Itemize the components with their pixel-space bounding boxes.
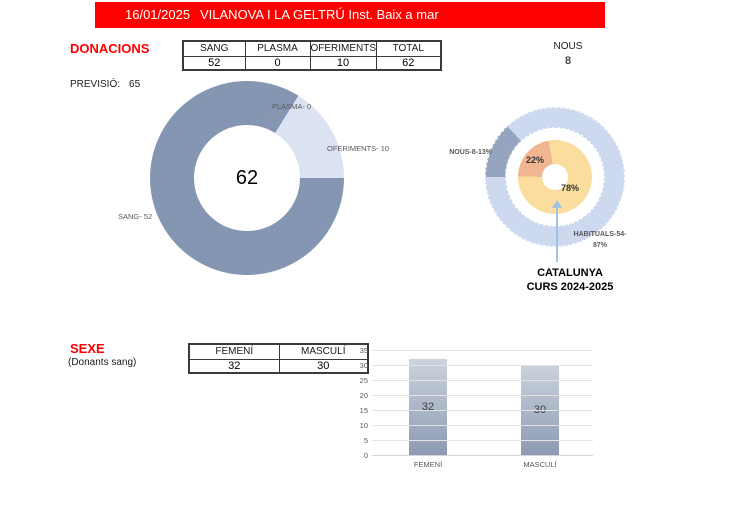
ytick-5: 5 <box>363 436 368 445</box>
catalunya-caption-line1: CATALUNYA <box>537 267 603 279</box>
sexe-bar-chart: 32 30 FEMENÍ MASCULÍ <box>372 350 593 469</box>
outer-nous-label: NOUS-8-13% <box>449 149 492 156</box>
bar-category-masculi: MASCULÍ <box>523 460 557 469</box>
ytick-15: 15 <box>359 406 368 415</box>
bar-femeni: 32 <box>409 359 447 455</box>
gridline-20 <box>372 395 593 396</box>
ytick-0: 0 <box>363 451 368 460</box>
ytick-10: 10 <box>359 421 368 430</box>
gridline-15 <box>372 410 593 411</box>
catalunya-caption-line2: CURS 2024-2025 <box>526 281 614 293</box>
donut-center-total: 62 <box>235 166 259 189</box>
donacions-value-total: 62 <box>375 55 442 71</box>
donacions-value-plasma: 0 <box>244 55 311 71</box>
inner-nous-percent: 22% <box>526 155 545 165</box>
gridline-30 <box>372 365 593 366</box>
bar-femeni-value: 32 <box>421 401 435 413</box>
donut-label-sang: SANG- 52 <box>118 212 153 221</box>
donacions-section-title: DONACIONS <box>70 41 150 56</box>
donacions-header-total: TOTAL <box>375 40 442 57</box>
nous-label: NOUS <box>553 41 583 52</box>
catalunya-inner-donut <box>518 140 592 214</box>
gridline-0 <box>372 455 593 456</box>
report-title: VILANOVA I LA GELTRÚ Inst. Baix a mar <box>200 7 439 22</box>
header-bar: 16/01/2025 VILANOVA I LA GELTRÚ Inst. Ba… <box>95 2 605 28</box>
ytick-35: 35 <box>359 346 368 355</box>
donacions-header-oferiments: OFERIMENTS <box>309 40 377 57</box>
gridline-10 <box>372 425 593 426</box>
donut-label-plasma: PLASMA- 0 <box>272 102 312 111</box>
ytick-25: 25 <box>359 376 368 385</box>
donacions-header-plasma: PLASMA <box>244 40 311 57</box>
report-date: 16/01/2025 <box>125 7 191 22</box>
ytick-30: 30 <box>359 361 368 370</box>
previsio: PREVISIÓ: 65 <box>70 79 140 90</box>
catalunya-arrow-head <box>552 200 562 208</box>
donacions-value-sang: 52 <box>182 55 246 71</box>
bar-category-femeni: FEMENÍ <box>413 460 443 469</box>
donacions-table-value-row: 52 0 10 62 <box>182 55 442 71</box>
donacions-table-header-row: SANG PLASMA OFERIMENTS TOTAL <box>182 40 442 57</box>
gridline-25 <box>372 380 593 381</box>
catalunya-arrow-line <box>556 207 558 262</box>
previsio-label: PREVISIÓ: <box>70 79 121 90</box>
sexe-table-value-row: 32 30 <box>188 358 369 374</box>
sexe-subtitle: (Donants sang) <box>68 357 137 368</box>
ytick-20: 20 <box>359 391 368 400</box>
sexe-header-femeni: FEMENÍ <box>188 343 280 360</box>
sexe-value-masculi: 30 <box>278 358 369 374</box>
donacions-header-sang: SANG <box>182 40 246 57</box>
outer-habituals-label-line2: 87% <box>592 242 607 249</box>
gridline-5 <box>372 440 593 441</box>
gridline-35 <box>372 350 593 351</box>
sexe-table: FEMENÍ MASCULÍ 32 30 <box>188 343 369 374</box>
donacions-value-oferiments: 10 <box>309 55 377 71</box>
donacions-donut-chart: 62 <box>150 81 344 275</box>
previsio-value: 65 <box>129 79 141 90</box>
sexe-value-femeni: 32 <box>188 358 280 374</box>
donacions-table: SANG PLASMA OFERIMENTS TOTAL 52 0 10 62 <box>182 40 442 71</box>
sexe-section-title: SEXE <box>70 341 105 356</box>
donut-label-oferiments: OFERIMENTS- 10 <box>327 144 390 153</box>
inner-habituals-percent: 78% <box>561 183 580 193</box>
outer-habituals-label-line1: HABITUALS-54- <box>573 231 627 238</box>
inner-donut-hole <box>542 164 568 190</box>
outer-ring-dashed-border <box>485 107 625 247</box>
nous-value: 8 <box>564 55 572 67</box>
donut-hole: 62 <box>194 125 300 231</box>
